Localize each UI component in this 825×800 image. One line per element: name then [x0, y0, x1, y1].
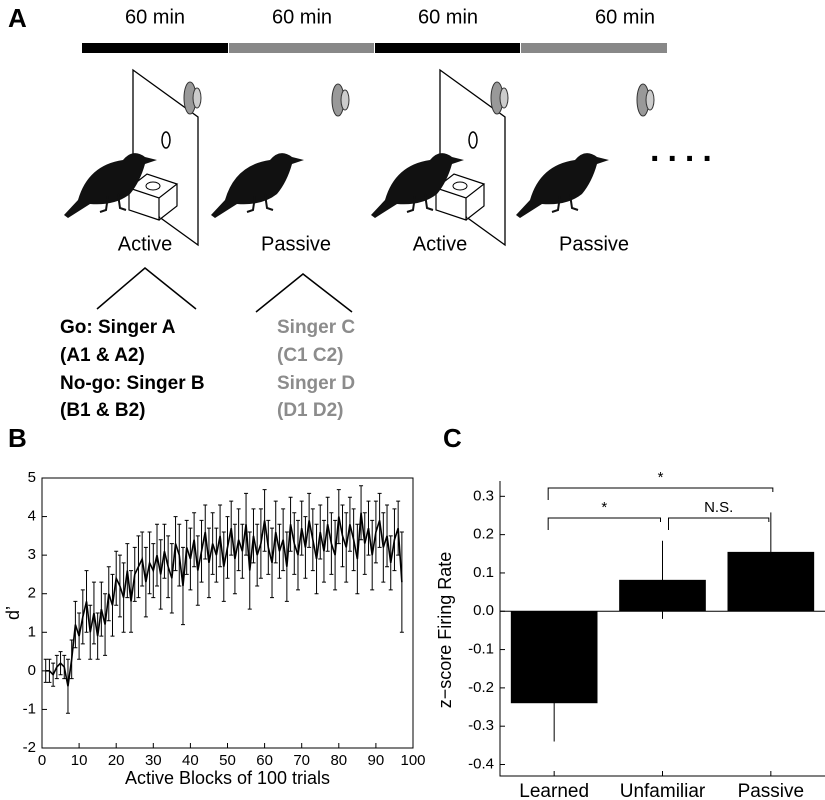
- scenes: [64, 68, 655, 247]
- y-tick-label: 0.0: [473, 602, 494, 619]
- y-tick-label: -0.2: [468, 679, 494, 696]
- y-tick-label: 1: [28, 623, 36, 640]
- speaker-cone: [645, 89, 655, 111]
- bird: [211, 153, 304, 218]
- stimulus: (A1 & A2): [60, 345, 145, 366]
- x-tick-label: Unfamiliar: [620, 781, 706, 800]
- x-tick-label: 10: [71, 752, 88, 769]
- x-tick-label: 30: [145, 752, 162, 769]
- axes-frame: [41, 477, 414, 749]
- line: [45, 512, 403, 687]
- condition: Passive: [559, 233, 629, 255]
- y-axis-label: d’: [3, 606, 23, 620]
- port: [468, 131, 478, 149]
- y-tick-label: 0: [28, 662, 36, 679]
- bracket: [668, 517, 770, 530]
- error-bar: [399, 531, 404, 633]
- speaker-cone: [192, 87, 202, 109]
- bird-legs: [99, 193, 127, 213]
- stimulus: (D1 D2): [277, 400, 344, 421]
- x-tick-label: Passive: [738, 781, 805, 800]
- y-tick-label: 5: [28, 469, 36, 486]
- bird: [371, 153, 464, 218]
- speaker-cone: [499, 87, 509, 109]
- duration: 60 min: [418, 6, 478, 28]
- timeline-active: [375, 43, 520, 53]
- stimulus: No-go: Singer B: [60, 373, 205, 394]
- stimulus: (C1 C2): [277, 345, 344, 366]
- timeline-passive: [229, 43, 374, 53]
- panel-letter: A: [8, 3, 27, 33]
- y-axis-label: z−score Firing Rate: [435, 552, 455, 709]
- timeline-active: [82, 43, 228, 53]
- x-tick-label: 40: [182, 752, 199, 769]
- x-tick-label: 80: [330, 752, 347, 769]
- bracket: [547, 517, 661, 530]
- y-tick-label: 0.1: [473, 564, 494, 581]
- bird: [64, 153, 157, 218]
- y-tick-label: -0.4: [468, 755, 494, 772]
- stimulus: Singer D: [277, 373, 355, 394]
- x-tick-label: 70: [293, 752, 310, 769]
- y-tick-label: 3: [28, 546, 36, 563]
- stimulus: (B1 & B2): [60, 400, 146, 421]
- x-tick-label: Learned: [519, 781, 589, 800]
- y-tick-label: -1: [23, 700, 36, 717]
- port: [161, 131, 171, 149]
- bird: [516, 153, 609, 218]
- axes: [499, 481, 825, 777]
- x-tick-label: 90: [368, 752, 385, 769]
- y-tick-label: 4: [28, 508, 36, 525]
- x-tick-label: 20: [108, 752, 125, 769]
- significance: *: [658, 469, 664, 486]
- condition: Active: [413, 233, 467, 255]
- stimulus: Singer C: [277, 317, 355, 338]
- bracket: [547, 487, 774, 500]
- x-tick-label: 0: [38, 752, 46, 769]
- duration: 60 min: [595, 6, 655, 28]
- y-tick-label: 0.2: [473, 526, 494, 543]
- y-tick-label: -2: [23, 739, 36, 756]
- condition: Active: [118, 233, 172, 255]
- bird-legs: [246, 193, 274, 213]
- bird-legs: [551, 193, 579, 213]
- bird-legs: [406, 193, 434, 213]
- significance: *: [601, 499, 607, 516]
- duration: 60 min: [272, 6, 332, 28]
- stimulus: Go: Singer A: [60, 317, 176, 338]
- y-tick-label: 2: [28, 585, 36, 602]
- feeder: [434, 173, 486, 221]
- branch: [255, 273, 353, 313]
- branch: [96, 267, 197, 310]
- feeder: [127, 173, 179, 221]
- speaker-cone: [340, 89, 350, 111]
- panel-letter: C: [443, 423, 462, 453]
- x-tick-label: 60: [256, 752, 273, 769]
- feeder-hole: [145, 181, 161, 191]
- significance: N.S.: [704, 499, 733, 516]
- timeline-passive: [521, 43, 667, 53]
- x-tick-label: 100: [400, 752, 425, 769]
- ellipsis: ....: [650, 131, 720, 169]
- condition: Passive: [261, 233, 331, 255]
- y-tick-label: -0.3: [468, 717, 494, 734]
- duration: 60 min: [125, 6, 185, 28]
- panel-letter: B: [8, 423, 27, 453]
- y-tick-label: 0.3: [473, 487, 494, 504]
- x-axis-label: Active Blocks of 100 trials: [125, 768, 330, 788]
- feeder-hole: [452, 181, 468, 191]
- x-tick-label: 50: [219, 752, 236, 769]
- y-tick-label: -0.1: [468, 641, 494, 658]
